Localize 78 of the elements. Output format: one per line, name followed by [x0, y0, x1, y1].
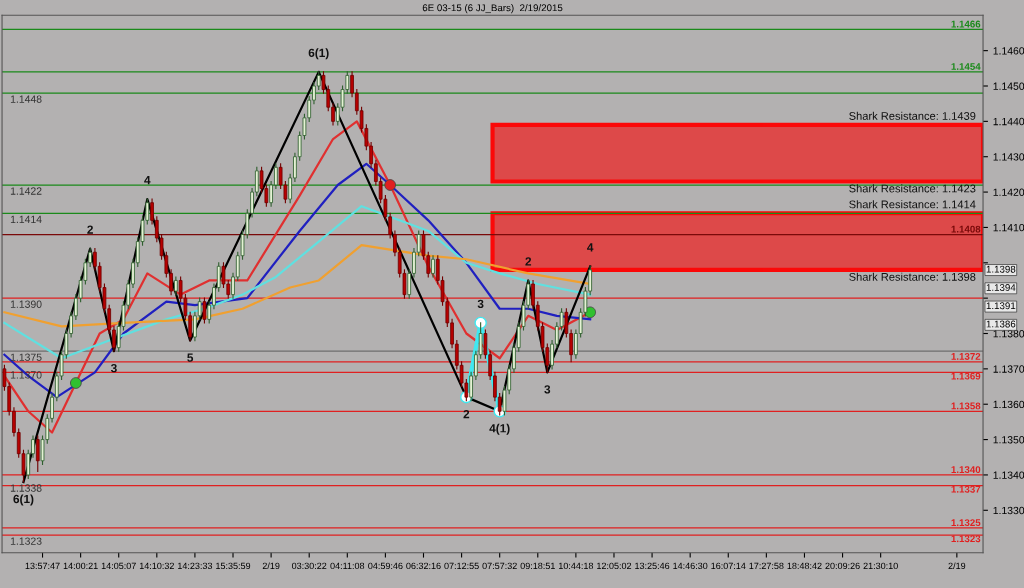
annotation: 1.1323: [10, 537, 42, 545]
y-tick-label: 1.1350: [993, 436, 1024, 444]
x-tick-label: 2/19: [262, 562, 280, 570]
x-tick-label: 14:23:33: [178, 562, 213, 570]
annotation: 4: [144, 176, 151, 185]
x-tick-label: 18:48:42: [787, 562, 822, 570]
x-tick-label: 2/19: [948, 562, 966, 570]
text: 1.1386: [986, 320, 1016, 328]
y-tick-label: 1.1410: [993, 223, 1024, 232]
y-tick-label: 1.1440: [993, 117, 1024, 126]
x-tick-label: 07:57:32: [482, 562, 517, 570]
y-tick-label: 1.1420: [993, 188, 1024, 196]
annotation: 6(1): [13, 494, 34, 506]
x-tick-label: 06:32:16: [406, 562, 441, 570]
annotation: 3: [477, 299, 484, 309]
y-tick-label: 1.1430: [993, 153, 1024, 161]
annotation: 1.1338: [10, 484, 42, 492]
annotation: 1.1414: [10, 215, 42, 223]
y-tick-label: 1.1450: [993, 82, 1024, 90]
annotation: 1.1448: [10, 95, 42, 103]
annotation: Shark Resistance: 1.1423: [849, 184, 976, 193]
y-tick-label: 1.1370: [993, 365, 1024, 373]
x-tick-label: 20:09:26: [825, 562, 860, 570]
x-tick-label: 12:05:02: [597, 562, 632, 570]
text: 1.1398: [986, 265, 1016, 273]
annotation: Shark Resistance: 1.1439: [849, 111, 976, 120]
x-tick-label: 17:27:58: [749, 562, 784, 570]
candlestick: [202, 297, 207, 324]
annotation: 4: [587, 243, 594, 252]
annotation: 3: [544, 385, 551, 394]
annotation: 1.1390: [10, 300, 42, 308]
x-tick-label: 07:12:55: [444, 562, 479, 570]
annotation: 2: [87, 225, 93, 234]
text: 1.1391: [986, 302, 1016, 310]
x-tick-label: 14:10:32: [139, 562, 174, 570]
x-tick-label: 14:05:07: [101, 562, 136, 570]
annotation: 4(1): [489, 423, 510, 435]
x-tick-label: 14:46:30: [673, 562, 708, 570]
x-tick-label: 04:59:46: [368, 562, 403, 570]
annotation: 2: [525, 257, 532, 266]
x-tick-label: 21:30:10: [863, 562, 898, 570]
annotation: 3: [110, 363, 117, 373]
ref-line-label: 1.1372: [951, 352, 981, 360]
candlestick: [431, 255, 435, 278]
ref-line-label: 1.1369: [951, 372, 981, 380]
x-tick-label: 10:44:18: [559, 562, 594, 570]
candlestick: [35, 435, 40, 472]
annotation: 5: [187, 353, 194, 362]
x-tick-label: 14:00:21: [63, 562, 98, 570]
y-tick-label: 1.1330: [993, 506, 1024, 515]
y-tick-label: 1.1460: [993, 47, 1024, 55]
x-tick-label: 03:30:22: [291, 562, 327, 570]
ref-line-label: 1.1337: [951, 485, 981, 493]
chart-title: 6E 03-15 (6 JJ_Bars) 2/19/2015: [422, 4, 563, 14]
ref-line-label: 1.1358: [951, 402, 981, 410]
ref-line-label: 1.1454: [951, 63, 981, 70]
text: 1.1394: [986, 284, 1016, 291]
ref-line-label: 1.1408: [951, 225, 981, 233]
annotation: Shark Resistance: 1.1414: [849, 200, 976, 209]
annotation: Shark Resistance: 1.1398: [849, 272, 976, 281]
y-tick-label: 1.1380: [993, 330, 1024, 338]
x-tick-label: 13:57:47: [25, 562, 60, 570]
x-tick-label: 16:07:14: [711, 562, 746, 570]
x-tick-label: 13:25:46: [635, 562, 670, 570]
x-tick-label: 04:11:08: [330, 562, 365, 570]
ref-line-label: 1.1340: [951, 466, 981, 474]
annotation: 1.1375: [10, 353, 42, 361]
y-tick-label: 1.1340: [993, 471, 1024, 479]
ref-line-label: 1.1325: [951, 519, 981, 527]
point: [474, 316, 487, 330]
y-tick-label: 1.1360: [993, 400, 1024, 409]
x-tick-label: 09:18:51: [520, 562, 555, 570]
annotation: 1.1422: [10, 187, 42, 195]
ref-line-label: 1.1466: [951, 20, 981, 28]
ref-line-label: 1.1323: [951, 535, 981, 543]
annotation: 6(1): [308, 48, 329, 60]
annotation: 2: [463, 409, 470, 419]
x-tick-label: 15:35:59: [216, 562, 251, 570]
